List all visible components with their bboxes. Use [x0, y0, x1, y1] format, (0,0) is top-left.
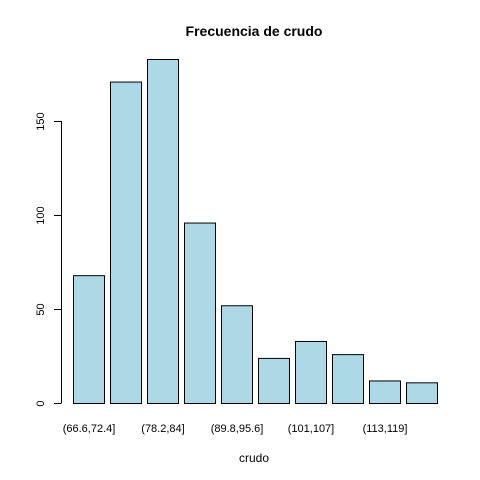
y-tick-label-0: 0 — [35, 400, 47, 406]
bar-7 — [295, 340, 327, 405]
x-tick-label-2: (78.2,84] — [141, 423, 184, 435]
bar-3 — [147, 59, 179, 404]
x-tick-label-4: (101,107] — [288, 423, 334, 435]
y-tick-label-100: 100 — [35, 206, 47, 224]
y-axis: 0 50 100 150 — [35, 112, 62, 407]
x-axis-tick-labels: (66.6,72.4] (78.2,84] (89.8,95.6] (101,107]… — [63, 423, 408, 435]
bar-5 — [221, 305, 253, 405]
bar-6 — [258, 357, 290, 405]
bar-4 — [184, 222, 216, 404]
x-tick-label-3: (89.8,95.6] — [211, 423, 264, 435]
bar-9 — [369, 380, 401, 405]
bar-8 — [332, 354, 364, 404]
x-axis-label: crudo — [239, 451, 269, 465]
y-tick-label-150: 150 — [35, 112, 47, 130]
bar-10 — [406, 382, 438, 405]
chart-title: Frecuencia de crudo — [186, 23, 323, 39]
bars-group — [73, 59, 438, 405]
x-tick-label-1: (66.6,72.4] — [63, 423, 116, 435]
bar-2 — [110, 81, 142, 405]
x-tick-label-5: (113,119] — [363, 423, 408, 435]
y-tick-label-50: 50 — [35, 303, 47, 315]
bar-1 — [73, 275, 105, 404]
